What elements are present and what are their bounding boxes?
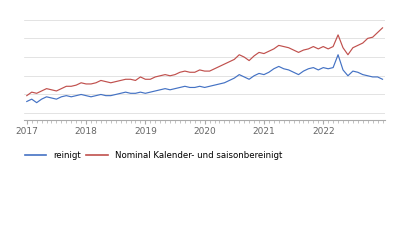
Legend: reinigt, Nominal Kalender- und saisonbereinigt: reinigt, Nominal Kalender- und saisonber… [22, 147, 286, 163]
